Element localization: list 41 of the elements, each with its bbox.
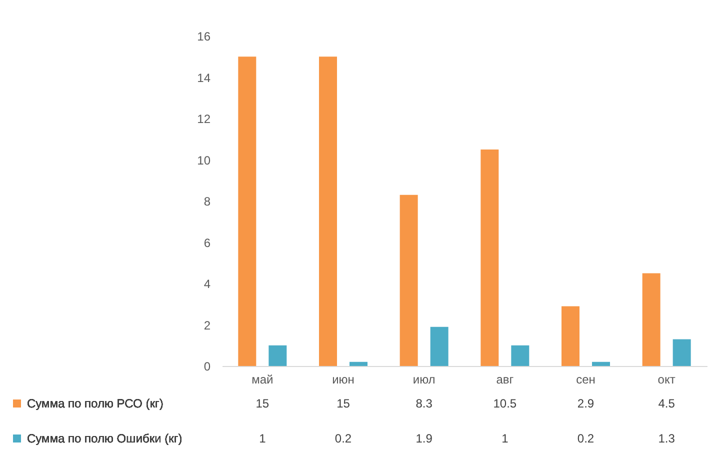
- data-label: 10.5: [493, 396, 517, 410]
- data-label: 4.5: [658, 396, 676, 410]
- bar: [562, 306, 580, 366]
- bar: [480, 149, 499, 366]
- y-tick-label: 12: [197, 112, 211, 126]
- bar: [672, 339, 691, 366]
- data-label: 15: [256, 396, 270, 410]
- bar: [238, 56, 256, 366]
- y-tick-label: 14: [197, 70, 211, 85]
- bar: [592, 362, 610, 366]
- data-label: 1: [259, 432, 266, 446]
- bar: [430, 326, 448, 366]
- y-tick-label: 10: [197, 153, 211, 168]
- y-tick-label: 8: [204, 194, 211, 208]
- y-tick-label: 0: [204, 360, 211, 374]
- x-tick-label: июл: [412, 372, 436, 386]
- data-label: 0.2: [334, 432, 352, 446]
- data-label: 1.3: [658, 432, 676, 446]
- data-label: 0.2: [577, 432, 594, 446]
- y-tick-label: 4: [204, 277, 211, 291]
- data-label: 8.3: [416, 396, 433, 410]
- data-label: 2.9: [577, 396, 594, 410]
- bar: [400, 194, 418, 366]
- bar: [350, 362, 368, 366]
- x-tick-label: сен: [576, 372, 596, 386]
- bar: [511, 345, 530, 366]
- data-label: 1.9: [416, 432, 433, 446]
- x-tick-label: июн: [332, 372, 354, 386]
- bar: [642, 273, 660, 366]
- legend-label: Сумма по полю РСО (кг): [27, 396, 164, 410]
- y-tick-label: 2: [204, 318, 211, 332]
- x-tick-label: окт: [658, 372, 676, 386]
- x-tick-label: авг: [496, 372, 514, 386]
- y-tick-label: 6: [204, 236, 211, 250]
- y-tick-label: 16: [197, 30, 211, 44]
- legend-label: Сумма по полю Ошибки (кг): [27, 432, 182, 446]
- data-label: 15: [336, 396, 350, 410]
- bar: [319, 56, 337, 366]
- x-tick-label: май: [252, 372, 274, 386]
- data-label: 1: [502, 432, 509, 446]
- bar: [268, 345, 287, 366]
